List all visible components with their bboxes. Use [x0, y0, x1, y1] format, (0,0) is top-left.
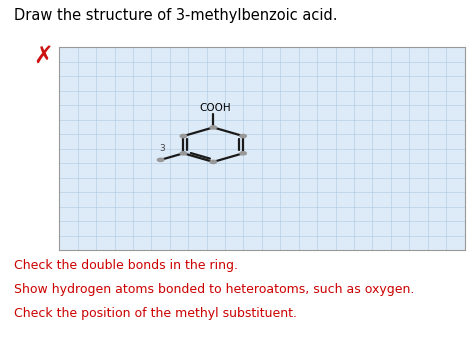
Circle shape [240, 135, 246, 138]
Text: COOH: COOH [200, 103, 231, 113]
Text: Show hydrogen atoms bonded to heteroatoms, such as oxygen.: Show hydrogen atoms bonded to heteroatom… [14, 283, 415, 296]
Circle shape [180, 152, 187, 155]
Circle shape [157, 158, 164, 162]
Text: Check the position of the methyl substituent.: Check the position of the methyl substit… [14, 307, 297, 320]
Circle shape [180, 135, 187, 138]
Text: Draw the structure of 3-methylbenzoic acid.: Draw the structure of 3-methylbenzoic ac… [14, 8, 337, 23]
Circle shape [240, 152, 246, 155]
Circle shape [210, 126, 217, 129]
Text: Check the double bonds in the ring.: Check the double bonds in the ring. [14, 259, 238, 271]
Text: ✗: ✗ [33, 44, 53, 68]
Text: 3: 3 [159, 144, 165, 153]
Circle shape [210, 160, 217, 164]
